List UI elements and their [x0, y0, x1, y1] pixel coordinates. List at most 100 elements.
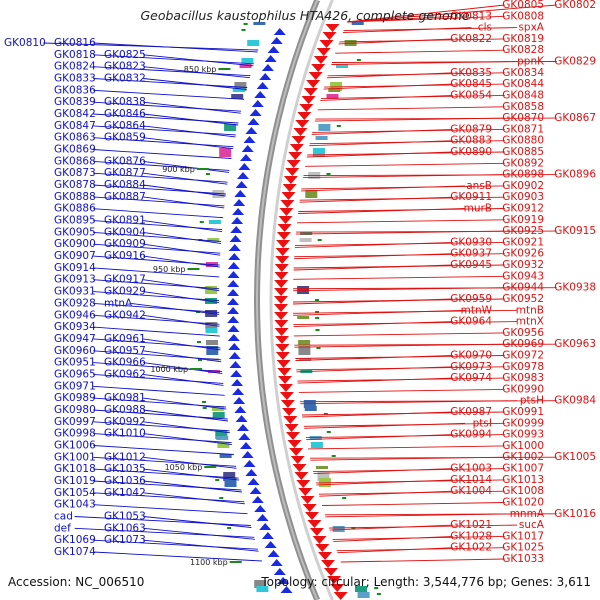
gene-label[interactable]: GK0971: [54, 380, 96, 392]
gene-label[interactable]: GK0963: [554, 338, 596, 350]
gene-label[interactable]: GK0961: [104, 333, 146, 345]
gene-label[interactable]: GK0909: [104, 238, 146, 250]
gene-label[interactable]: def: [54, 522, 71, 534]
gene-label[interactable]: mtnX: [516, 316, 544, 328]
gene-label[interactable]: GK1022: [450, 542, 492, 554]
gene-label[interactable]: GK1007: [502, 463, 544, 475]
gene-label[interactable]: GK0989: [54, 392, 96, 404]
gene-label[interactable]: ansB: [466, 180, 492, 192]
gene-label[interactable]: GK0952: [502, 293, 544, 305]
gene-label[interactable]: GK0981: [104, 392, 146, 404]
gene-label[interactable]: GK0969: [502, 338, 544, 350]
gene-label[interactable]: GK0896: [554, 169, 596, 181]
gene-label[interactable]: GK0997: [54, 416, 96, 428]
gene-label[interactable]: mnmA: [510, 508, 545, 520]
gene-label[interactable]: GK0892: [502, 157, 544, 169]
gene-label[interactable]: GK1005: [554, 451, 596, 463]
gene-label[interactable]: GK0818: [54, 49, 96, 61]
gene-label[interactable]: GK0992: [104, 416, 146, 428]
gene-label[interactable]: GK0839: [54, 96, 96, 108]
gene-label[interactable]: GK0829: [554, 56, 596, 68]
gene-label[interactable]: GK0870: [502, 112, 544, 124]
gene-label[interactable]: GK0998: [54, 428, 96, 440]
gene-label[interactable]: GK1033: [502, 553, 544, 565]
gene-label[interactable]: GK0868: [54, 155, 96, 167]
gene-label[interactable]: ppnK: [517, 56, 545, 68]
gene-label[interactable]: GK0903: [502, 191, 544, 203]
gene-label[interactable]: GK1042: [104, 487, 146, 499]
gene-label[interactable]: GK0819: [502, 33, 544, 45]
gene-label[interactable]: GK0845: [450, 78, 492, 90]
gene-label[interactable]: murB: [464, 203, 492, 215]
gene-label[interactable]: ptsI: [473, 417, 492, 429]
gene-label[interactable]: GK0913: [54, 274, 96, 286]
gene-label[interactable]: GK0990: [502, 383, 544, 395]
gene-label[interactable]: GK0930: [450, 236, 492, 248]
gene-label[interactable]: GK0946: [54, 309, 96, 321]
gene-label[interactable]: GK0846: [104, 108, 146, 120]
gene-label[interactable]: GK0931: [54, 286, 96, 298]
gene-label[interactable]: GK0880: [502, 135, 544, 147]
gene-label[interactable]: GK0919: [502, 214, 544, 226]
gene-label[interactable]: GK0994: [450, 429, 492, 441]
gene-label[interactable]: GK0900: [54, 238, 96, 250]
gene-label[interactable]: GK1069: [54, 534, 96, 546]
gene-label[interactable]: GK0888: [54, 191, 96, 203]
gene-label[interactable]: GK0956: [502, 327, 544, 339]
gene-label[interactable]: GK1018: [54, 463, 96, 475]
gene-label[interactable]: GK0842: [54, 108, 96, 120]
gene-label[interactable]: GK0869: [54, 144, 96, 156]
gene-label[interactable]: GK0984: [554, 395, 596, 407]
gene-label[interactable]: GK0966: [104, 357, 146, 369]
gene-label[interactable]: GK1006: [54, 440, 96, 452]
gene-label[interactable]: GK0808: [502, 10, 544, 22]
gene-label[interactable]: GK0836: [54, 84, 96, 96]
gene-label[interactable]: GK0929: [104, 286, 146, 298]
gene-label[interactable]: GK0974: [450, 372, 492, 384]
gene-label[interactable]: GK0905: [54, 226, 96, 238]
gene-label[interactable]: GK0943: [502, 270, 544, 282]
gene-label[interactable]: GK0938: [554, 282, 596, 294]
gene-label[interactable]: GK0928: [54, 297, 96, 309]
gene-label[interactable]: GK0834: [502, 67, 544, 79]
gene-label[interactable]: GK0847: [54, 120, 96, 132]
gene-label[interactable]: GK0921: [502, 236, 544, 248]
gene-label[interactable]: GK0917: [104, 274, 146, 286]
gene-label[interactable]: GK0902: [502, 180, 544, 192]
gene-label[interactable]: GK1003: [450, 463, 492, 475]
gene-label[interactable]: GK1004: [450, 485, 492, 497]
gene-label[interactable]: GK0914: [54, 262, 96, 274]
gene-label[interactable]: GK0962: [104, 368, 146, 380]
gene-label[interactable]: GK0970: [450, 350, 492, 362]
gene-label[interactable]: GK1019: [54, 475, 96, 487]
gene-label[interactable]: GK0864: [104, 120, 146, 132]
gene-label[interactable]: cls: [478, 22, 492, 34]
gene-label[interactable]: GK0822: [450, 33, 492, 45]
gene-label[interactable]: GK0871: [502, 123, 544, 135]
gene-label[interactable]: GK0879: [450, 123, 492, 135]
gene-label[interactable]: GK0934: [54, 321, 96, 333]
gene-label[interactable]: GK0925: [502, 225, 544, 237]
gene-label[interactable]: GK1010: [104, 428, 146, 440]
gene-label[interactable]: GK0835: [450, 67, 492, 79]
gene-label[interactable]: GK0978: [502, 361, 544, 373]
gene-label[interactable]: GK1036: [104, 475, 146, 487]
gene-label[interactable]: mtnW: [461, 304, 493, 316]
gene-label[interactable]: GK0915: [554, 225, 596, 237]
gene-label[interactable]: GK0937: [450, 248, 492, 260]
gene-label[interactable]: GK0878: [54, 179, 96, 191]
gene-label[interactable]: sucA: [519, 519, 545, 531]
gene-label[interactable]: GK0891: [104, 215, 146, 227]
gene-label[interactable]: GK0883: [450, 135, 492, 147]
gene-label[interactable]: spxA: [518, 22, 544, 34]
gene-label[interactable]: GK1074: [54, 546, 96, 558]
gene-label[interactable]: GK0973: [450, 361, 492, 373]
gene-label[interactable]: GK1020: [502, 497, 544, 509]
gene-label[interactable]: mtnB: [516, 304, 544, 316]
gene-label[interactable]: GK0863: [54, 132, 96, 144]
gene-label[interactable]: GK0877: [104, 167, 146, 179]
gene-label[interactable]: GK1012: [104, 451, 146, 463]
gene-label[interactable]: GK0876: [104, 155, 146, 167]
gene-label[interactable]: GK0858: [502, 101, 544, 113]
gene-label[interactable]: GK0816: [54, 37, 96, 49]
